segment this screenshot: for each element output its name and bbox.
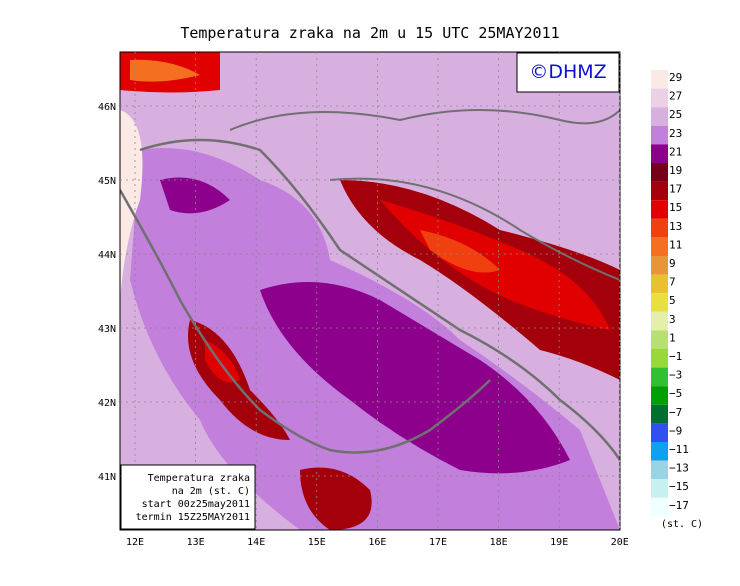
- legend-swatch: [651, 181, 668, 201]
- legend-label: −17: [669, 499, 689, 512]
- legend-swatch: [651, 107, 668, 126]
- temperature-field: [120, 52, 620, 530]
- graticule: 12E 13E 14E 15E 16E 17E 18E 19E 20E 46N 45N 44N 43N 4…: [98, 52, 629, 548]
- copyright: ©DHMZ: [529, 61, 606, 83]
- lat-label: 41N: [98, 472, 116, 483]
- legend-swatch: [651, 256, 668, 275]
- legend-label: 13: [669, 220, 682, 233]
- legend-label: −7: [669, 406, 682, 419]
- lon-label: 17E: [429, 537, 447, 548]
- lat-label: 45N: [98, 176, 116, 187]
- legend-swatch: [651, 218, 668, 238]
- legend-swatch: [651, 460, 668, 480]
- legend-swatch: [651, 88, 668, 108]
- lat-label: 44N: [98, 250, 116, 261]
- info-text: Temperatura zraka na 2m (st. C) start 00z2…: [136, 473, 250, 523]
- map-frame: [119, 51, 621, 531]
- legend-swatch: [651, 237, 668, 256]
- legend-label: 17: [669, 183, 682, 196]
- lon-label: 15E: [308, 537, 326, 548]
- legend-label: 1: [669, 331, 676, 344]
- legend-swatch: [651, 349, 668, 368]
- legend-swatch: [651, 404, 668, 424]
- legend-label: 25: [669, 108, 682, 121]
- info-line: start 00z25may2011: [142, 499, 250, 510]
- lon-label: 19E: [550, 537, 568, 548]
- info-line: Temperatura zraka: [148, 473, 250, 484]
- legend-label: −3: [669, 369, 682, 382]
- legend-label: 29: [669, 71, 682, 84]
- lon-label: 18E: [490, 537, 508, 548]
- legend-swatch: [651, 386, 668, 405]
- legend-label: −15: [669, 480, 689, 493]
- legend-unit: (st. C): [661, 519, 703, 530]
- legend-swatch: [651, 479, 668, 498]
- legend-label: 21: [669, 145, 682, 158]
- legend-label: 7: [669, 276, 676, 289]
- legend-label: −11: [669, 443, 689, 456]
- legend-label: 23: [669, 127, 682, 140]
- copyright-box: [516, 52, 620, 93]
- legend-label: −13: [669, 462, 689, 475]
- legend-swatch: [651, 293, 668, 312]
- legend-swatch: [651, 442, 668, 461]
- legend-swatch: [651, 125, 668, 145]
- legend-label: 5: [669, 294, 676, 307]
- lon-label: 16E: [368, 537, 386, 548]
- legend-swatch: [651, 330, 668, 349]
- legend-label: 27: [669, 90, 682, 103]
- legend-swatch: [651, 423, 668, 442]
- legend-label: 19: [669, 164, 682, 177]
- lat-label: 46N: [98, 102, 116, 113]
- legend-label: −5: [669, 387, 682, 400]
- legend-label: 9: [669, 257, 676, 270]
- legend-swatch: [651, 311, 668, 331]
- info-line: termin 15Z25MAY2011: [136, 512, 250, 523]
- lon-label: 13E: [187, 537, 205, 548]
- lon-label: 12E: [126, 537, 144, 548]
- lat-label: 42N: [98, 398, 116, 409]
- info-line: na 2m (st. C): [172, 486, 250, 497]
- lon-label: 20E: [611, 537, 629, 548]
- legend-label: 15: [669, 201, 682, 214]
- map-title: Temperatura zraka na 2m u 15 UTC 25MAY20…: [180, 24, 559, 42]
- legend-swatch: [651, 70, 668, 89]
- legend: 29 27 25 23 21 19 17 15 13 11 9 7 5 3 1 −1 −3 −5 −7 −9 −11 −1…: [651, 70, 689, 517]
- info-box: [120, 464, 256, 530]
- legend-swatch: [651, 497, 668, 517]
- legend-swatch: [651, 144, 668, 163]
- legend-label: 11: [669, 238, 682, 251]
- lon-label: 14E: [247, 537, 265, 548]
- legend-swatch: [651, 163, 668, 182]
- legend-label: 3: [669, 313, 676, 326]
- legend-swatch: [651, 274, 668, 294]
- legend-label: −1: [669, 350, 682, 363]
- legend-swatch: [651, 200, 668, 219]
- legend-swatch: [651, 367, 668, 387]
- lat-label: 43N: [98, 324, 116, 335]
- legend-label: −9: [669, 424, 682, 437]
